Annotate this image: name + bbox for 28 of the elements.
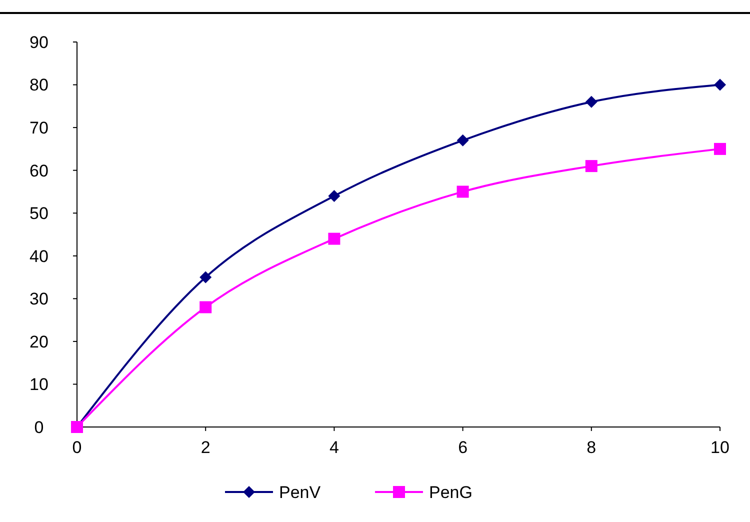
y-tick-label: 0 — [34, 418, 44, 437]
x-tick-label: 6 — [458, 438, 468, 457]
point — [200, 301, 212, 314]
y-tick-label: 30 — [30, 290, 48, 309]
x-tick-label: 10 — [710, 438, 730, 457]
point — [200, 271, 212, 284]
legend-label: PenG — [429, 482, 472, 502]
y-tick-label: 20 — [30, 332, 48, 352]
point — [585, 96, 598, 108]
point — [328, 190, 340, 202]
y-tick-label: 80 — [30, 76, 48, 95]
x-tick-label: 0 — [72, 438, 82, 457]
point — [456, 134, 469, 146]
point — [714, 142, 726, 155]
x-tick-label: 2 — [200, 438, 210, 457]
y-tick-label: 40 — [30, 246, 48, 266]
point — [585, 160, 598, 172]
y-tick-label: 60 — [30, 161, 48, 180]
y-tick-label: 70 — [30, 118, 48, 138]
point — [456, 186, 469, 198]
x-tick-label: 4 — [329, 438, 339, 457]
x-tick-label: 8 — [586, 438, 596, 457]
y-tick-label: 50 — [30, 204, 48, 224]
y-tick-label: 90 — [30, 32, 48, 52]
point — [328, 232, 340, 245]
point — [714, 78, 726, 91]
y-tick-label: 10 — [30, 375, 48, 394]
legend-label: PenV — [279, 482, 322, 502]
